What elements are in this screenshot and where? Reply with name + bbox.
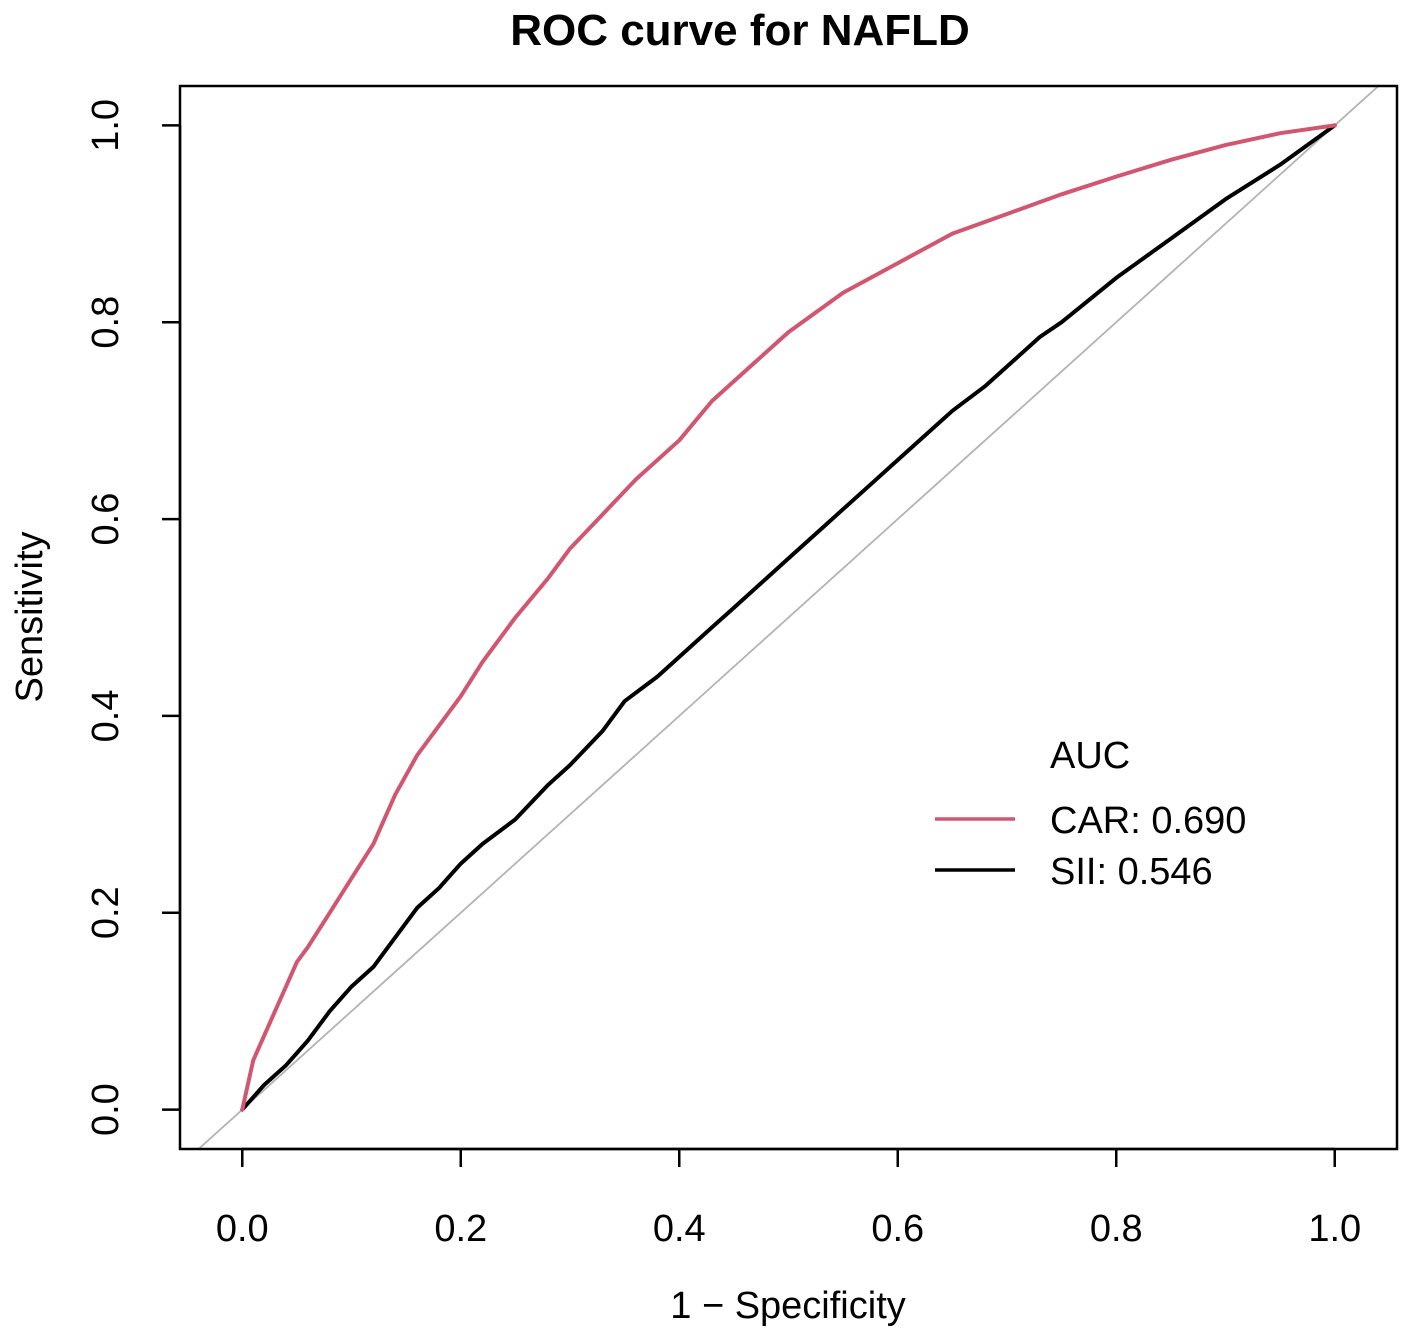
x-tick-label: 0.2 bbox=[434, 1208, 487, 1250]
legend-label-car: CAR: 0.690 bbox=[1050, 800, 1246, 842]
x-axis: 0.0 0.2 0.4 0.6 0.8 1.0 bbox=[216, 1147, 1361, 1250]
legend-label-sii: SII: 0.546 bbox=[1050, 851, 1213, 893]
x-tick-label: 0.4 bbox=[653, 1208, 706, 1250]
x-tick-label: 0.0 bbox=[216, 1208, 269, 1250]
y-axis-title: Sensitivity bbox=[9, 531, 51, 702]
legend: AUC CAR: 0.690 SII: 0.546 bbox=[935, 735, 1246, 893]
x-tick-label: 0.8 bbox=[1090, 1208, 1143, 1250]
y-tick-label: 0.4 bbox=[85, 690, 127, 743]
y-tick-label: 0.2 bbox=[85, 886, 127, 939]
y-tick-label: 0.0 bbox=[85, 1083, 127, 1136]
y-tick-label: 0.8 bbox=[85, 296, 127, 349]
x-axis-title: 1 − Specificity bbox=[670, 1285, 906, 1327]
chart-title: ROC curve for NAFLD bbox=[510, 6, 970, 55]
series-line-sii bbox=[240, 123, 1337, 1112]
plot-area bbox=[178, 84, 1399, 1151]
reference-diagonal-line bbox=[197, 86, 1380, 1149]
x-tick-label: 1.0 bbox=[1308, 1208, 1361, 1250]
legend-title: AUC bbox=[1050, 735, 1130, 777]
y-axis: 0.0 0.2 0.4 0.6 0.8 1.0 bbox=[85, 99, 182, 1136]
y-tick-label: 0.6 bbox=[85, 493, 127, 546]
series-line-car bbox=[240, 123, 1337, 1112]
y-tick-label: 1.0 bbox=[85, 99, 127, 152]
x-tick-label: 0.6 bbox=[871, 1208, 924, 1250]
